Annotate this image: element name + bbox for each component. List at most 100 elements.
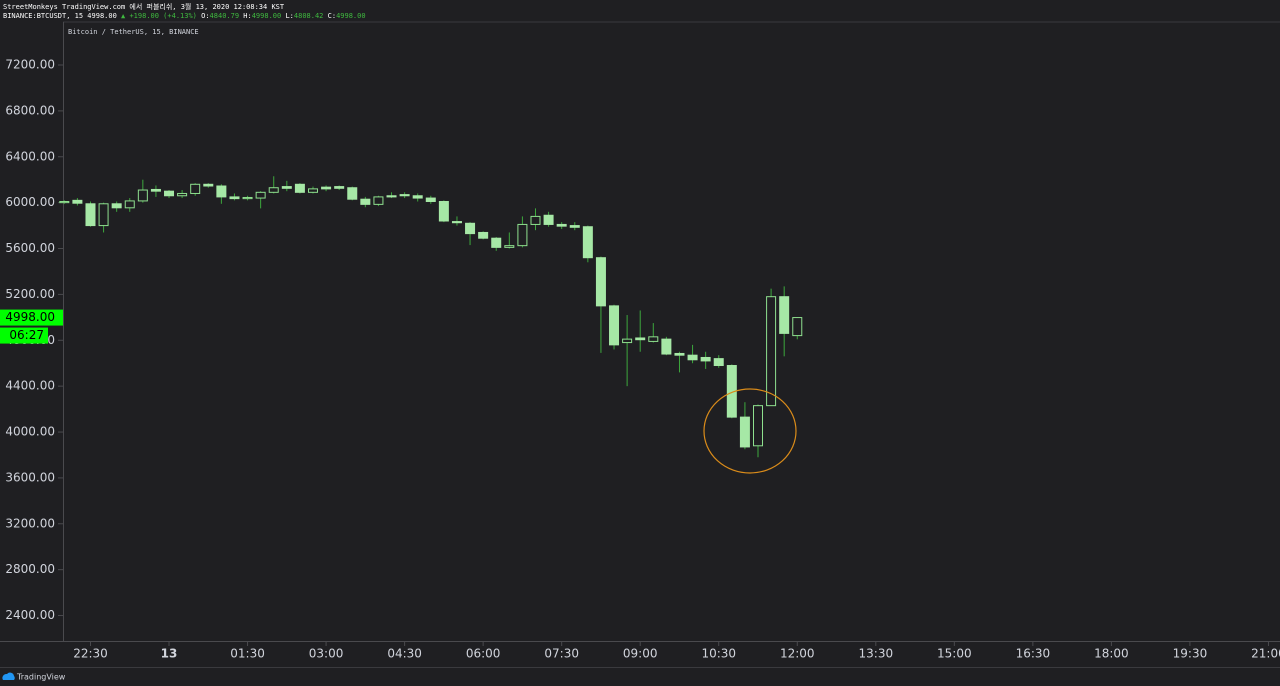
candle-body — [150, 188, 161, 192]
candle-body — [779, 296, 790, 334]
candle-body — [569, 225, 580, 228]
candle-body — [177, 192, 188, 197]
symbol: BINANCE:BTCUSDT, 15 — [3, 12, 83, 20]
y-tick-label: 5200.00 — [5, 287, 55, 301]
price: 4998.00 — [87, 12, 117, 20]
candle-body — [530, 215, 541, 225]
y-tick-label: 7200.00 — [5, 58, 55, 72]
candle-body — [700, 356, 711, 362]
candle-body — [491, 237, 502, 248]
candle-body — [465, 222, 476, 235]
y-tick-label: 3600.00 — [5, 470, 55, 484]
candle-body — [373, 196, 384, 205]
candle-body — [713, 358, 724, 367]
candle-body — [753, 405, 764, 447]
candle-body — [229, 196, 240, 200]
x-tick-label: 10:30 — [701, 647, 736, 661]
x-tick-label: 01:30 — [230, 647, 265, 661]
candle-body — [595, 257, 606, 307]
footer-brand: TradingView — [16, 673, 66, 682]
countdown-tag — [0, 327, 48, 344]
candle-body — [543, 214, 554, 225]
c-value: 4998.00 — [336, 12, 366, 20]
candle-body — [556, 223, 567, 227]
y-tick-label: 2800.00 — [5, 562, 55, 576]
candle-body — [137, 189, 148, 202]
c-label: C: — [328, 12, 336, 20]
o-label: O: — [201, 12, 209, 20]
y-tick-label: 4400.00 — [5, 379, 55, 393]
candle-body — [321, 186, 332, 190]
header-symbol: BINANCE:BTCUSDT, 15 4998.00 ▲ +198.00 (+… — [3, 12, 366, 20]
x-tick-label: 22:30 — [73, 647, 108, 661]
x-tick-label: 04:30 — [387, 647, 422, 661]
y-tick-label: 4000.00 — [5, 425, 55, 439]
candle-body — [635, 337, 646, 341]
y-tick-label: 3200.00 — [5, 516, 55, 530]
candle-body — [216, 185, 227, 198]
candle-body — [85, 203, 96, 227]
x-tick-label: 13 — [161, 647, 178, 661]
price-tag-label: 4998.00 — [5, 310, 55, 324]
candle-body — [451, 221, 462, 224]
y-tick-label: 6800.00 — [5, 103, 55, 117]
price-tag — [0, 309, 63, 326]
candle-body — [674, 352, 685, 356]
candle-body — [190, 183, 201, 194]
candle-body — [412, 195, 423, 199]
footer-logo: TradingView — [2, 672, 66, 682]
candle-body — [438, 200, 449, 222]
candle-body — [334, 186, 345, 189]
candle-body — [59, 200, 70, 204]
l-label: L: — [285, 12, 293, 20]
candle-body — [268, 187, 279, 193]
y-tick-label: 2400.00 — [5, 608, 55, 622]
x-tick-label: 18:00 — [1094, 647, 1129, 661]
x-tick-label: 19:30 — [1173, 647, 1208, 661]
candle-body — [478, 231, 489, 239]
logo-icon — [2, 672, 15, 680]
candle-body — [399, 194, 410, 197]
candle-body — [622, 338, 633, 344]
candle-body — [517, 223, 528, 247]
annotation-circle — [703, 388, 797, 474]
y-tick-label: 5600.00 — [5, 241, 55, 255]
candle-body — [294, 183, 305, 193]
header-line: StreetMonkeys TradingView.com 에서 퍼블리쉬, 3… — [3, 2, 285, 11]
candle-body — [72, 199, 83, 204]
candle-body — [255, 191, 266, 199]
candle-body — [425, 197, 436, 202]
candle-body — [739, 416, 750, 448]
x-tick-label: 12:00 — [780, 647, 815, 661]
candle-body — [360, 198, 371, 205]
candle-body — [347, 187, 358, 200]
candle-body — [766, 296, 777, 407]
h-value: 4998.00 — [252, 12, 282, 20]
candle-body — [124, 200, 135, 209]
candle-body — [281, 186, 292, 189]
candle-body — [792, 317, 803, 337]
candle-body — [111, 203, 122, 209]
candle-body — [661, 338, 672, 355]
x-tick-label: 13:30 — [859, 647, 894, 661]
candle-body — [242, 196, 253, 200]
candle-body — [98, 203, 109, 227]
x-tick-label: 15:00 — [937, 647, 972, 661]
marks: 2400.00 2800.00 3200.00 3600.00 4000.00 4400.… — [0, 58, 1280, 661]
o-value: 4840.79 — [210, 12, 240, 20]
x-tick-label: 06:00 — [466, 647, 501, 661]
candle-body — [687, 354, 698, 361]
x-tick-label: 09:00 — [623, 647, 658, 661]
l-value: 4808.42 — [294, 12, 324, 20]
x-tick-label: 21:00 — [1251, 647, 1280, 661]
y-tick-label: 6000.00 — [5, 195, 55, 209]
y-tick-label: 6400.00 — [5, 149, 55, 163]
candle-body — [307, 188, 318, 193]
candle-body — [504, 245, 515, 248]
candle-body — [582, 226, 593, 259]
candle-body — [648, 336, 659, 342]
x-tick-label: 03:00 — [309, 647, 344, 661]
h-label: H: — [243, 12, 251, 20]
change: ▲ +198.00 (+4.13%) — [121, 12, 197, 20]
